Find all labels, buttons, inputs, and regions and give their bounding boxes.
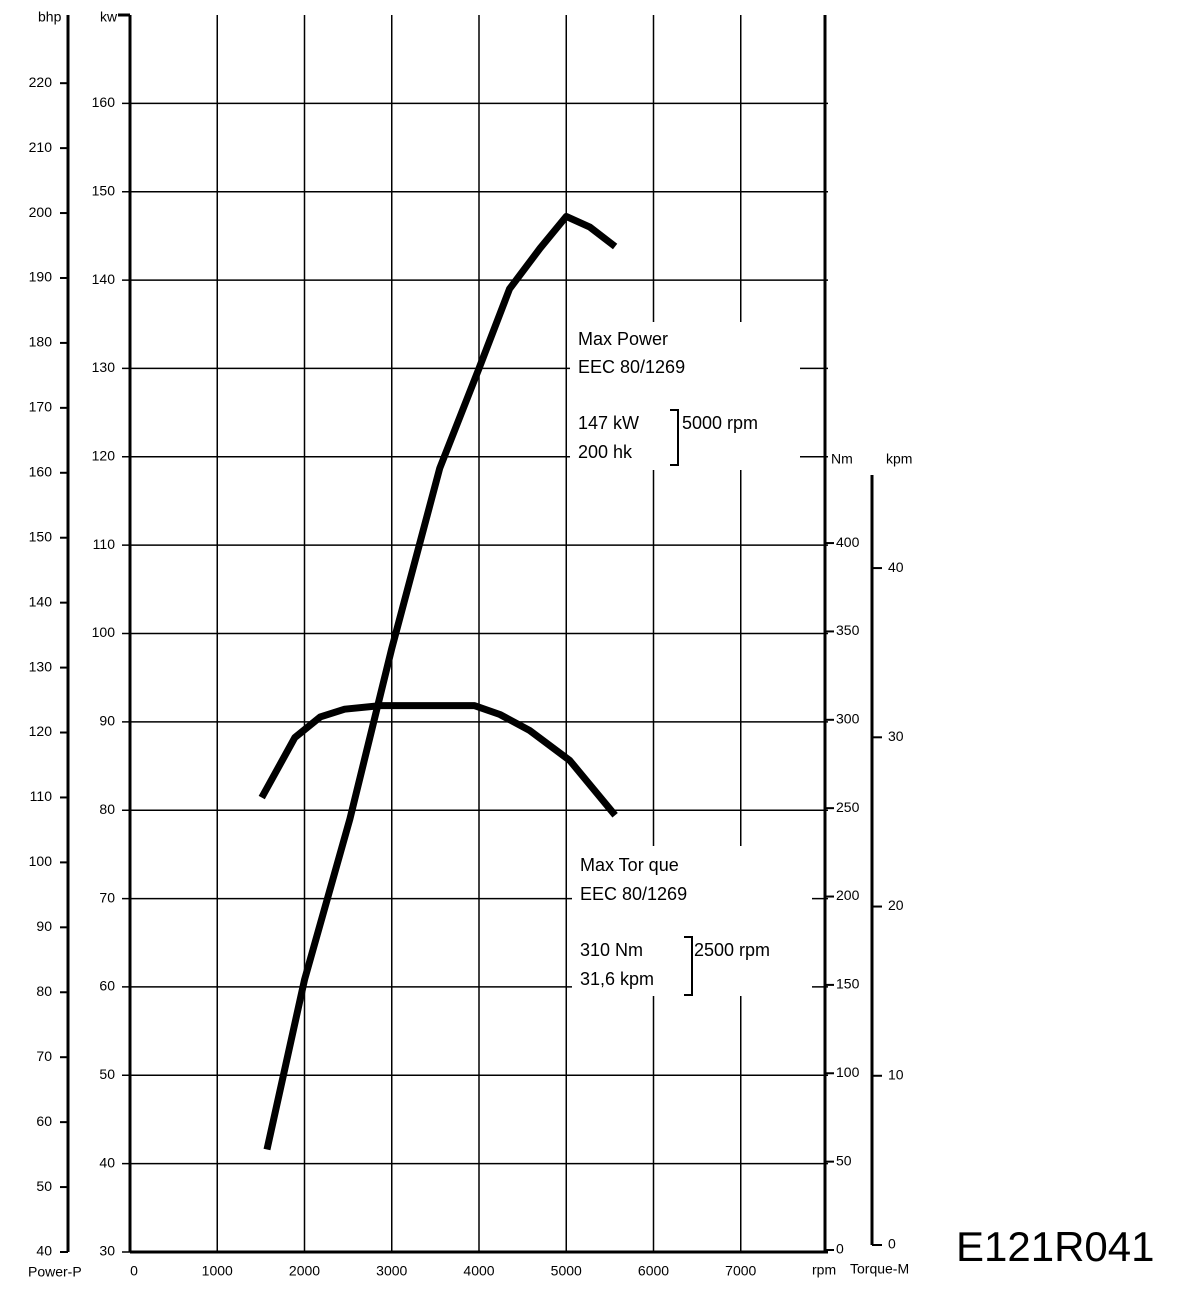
x-tick-label: 3000 — [376, 1263, 407, 1279]
y-tick-label: 140 — [92, 271, 116, 287]
axis-unit: kpm — [886, 451, 912, 467]
y-tick-label: 110 — [30, 788, 53, 804]
x-tick-label: 0 — [130, 1263, 138, 1279]
y-tick-label: 130 — [29, 658, 53, 674]
legend-label: Torque-M — [850, 1261, 909, 1277]
y-tick-label: 200 — [29, 204, 53, 220]
y-tick-label: 80 — [36, 983, 52, 999]
annotation-standard: EEC 80/1269 — [578, 357, 685, 377]
axis-unit: Nm — [831, 451, 853, 467]
x-tick-label: 1000 — [202, 1263, 233, 1279]
axis-unit: kw — [100, 9, 118, 25]
y-tick-label: 120 — [92, 447, 116, 463]
y-tick-label: 50 — [99, 1066, 115, 1082]
annotation-speed: 2500 rpm — [694, 940, 770, 960]
line — [263, 212, 618, 1151]
y2-tick-label: 300 — [836, 711, 860, 727]
bracket — [670, 409, 679, 466]
y-tick-label: 180 — [29, 334, 53, 350]
y-tick-label: 190 — [29, 269, 53, 285]
annotation-line: 31,6 kpm — [580, 969, 654, 989]
y2-tick-label: 400 — [836, 534, 860, 550]
x-tick-label: 5000 — [551, 1263, 582, 1279]
y-tick-label: 50 — [36, 1178, 52, 1194]
y2-tick-label: 100 — [836, 1064, 860, 1080]
y-tick-label: 160 — [29, 463, 53, 479]
y-tick-label: 170 — [29, 399, 53, 415]
kpm-tick-label: 10 — [888, 1066, 904, 1082]
y-tick-label: 140 — [29, 593, 53, 609]
annotations: Max Power EEC 80/1269 147 kW 200 hk 5000… — [578, 329, 770, 996]
x-tick-label: 6000 — [638, 1263, 669, 1279]
annotation-line: 200 hk — [578, 442, 633, 462]
kpm-tick-label: 0 — [888, 1236, 896, 1252]
annotation-bg — [570, 322, 800, 470]
y2-tick-label: 0 — [836, 1241, 844, 1257]
y-tick-label: 90 — [99, 713, 115, 729]
y-tick-label: 70 — [36, 1048, 52, 1064]
annotation-backgrounds — [570, 322, 812, 996]
y2-tick-label: 50 — [836, 1152, 852, 1168]
y-tick-label: 60 — [36, 1113, 52, 1129]
figure-code: E121R041 — [956, 1223, 1155, 1270]
bracket — [684, 936, 693, 996]
y2-tick-label: 150 — [836, 976, 860, 992]
y-tick-label: 30 — [99, 1243, 115, 1259]
annotation-title: Max Power — [578, 329, 668, 349]
x-tick-label: 2000 — [289, 1263, 320, 1279]
y-tick-label: 100 — [29, 853, 53, 869]
y-tick-label: 90 — [36, 918, 52, 934]
axis-unit: rpm — [812, 1262, 836, 1278]
y-tick-label: 60 — [99, 978, 115, 994]
y-tick-label: 150 — [92, 182, 116, 198]
kpm-tick-label: 20 — [888, 897, 904, 913]
y-tick-label: 210 — [29, 139, 53, 155]
y2-tick-label: 200 — [836, 887, 860, 903]
kpm-tick-label: 40 — [888, 559, 904, 575]
x-tick-label: 4000 — [463, 1263, 494, 1279]
annotation-standard: EEC 80/1269 — [580, 884, 687, 904]
y-tick-label: 40 — [36, 1243, 52, 1259]
y-tick-label: 150 — [29, 528, 53, 544]
y-tick-label: 220 — [29, 74, 53, 90]
annotation-line: 310 Nm — [580, 940, 643, 960]
line — [258, 702, 618, 818]
axis-unit: bhp — [38, 9, 62, 25]
y-tick-label: 40 — [99, 1154, 115, 1170]
y-tick-label: 160 — [92, 94, 116, 110]
legend-label: Power-P — [28, 1264, 82, 1280]
kpm-tick-label: 30 — [888, 728, 904, 744]
annotation-speed: 5000 rpm — [682, 413, 758, 433]
y2-tick-label: 350 — [836, 622, 860, 638]
y-tick-label: 110 — [93, 536, 116, 552]
y-tick-label: 80 — [99, 801, 115, 817]
y-tick-label: 130 — [92, 359, 116, 375]
annotation-title: Max Tor que — [580, 855, 679, 875]
y-tick-label: 120 — [29, 723, 53, 739]
x-tick-label: 7000 — [725, 1263, 756, 1279]
y2-tick-label: 250 — [836, 799, 860, 815]
annotation-line: 147 kW — [578, 413, 639, 433]
y-tick-label: 100 — [92, 624, 116, 640]
y-tick-label: 70 — [99, 889, 115, 905]
